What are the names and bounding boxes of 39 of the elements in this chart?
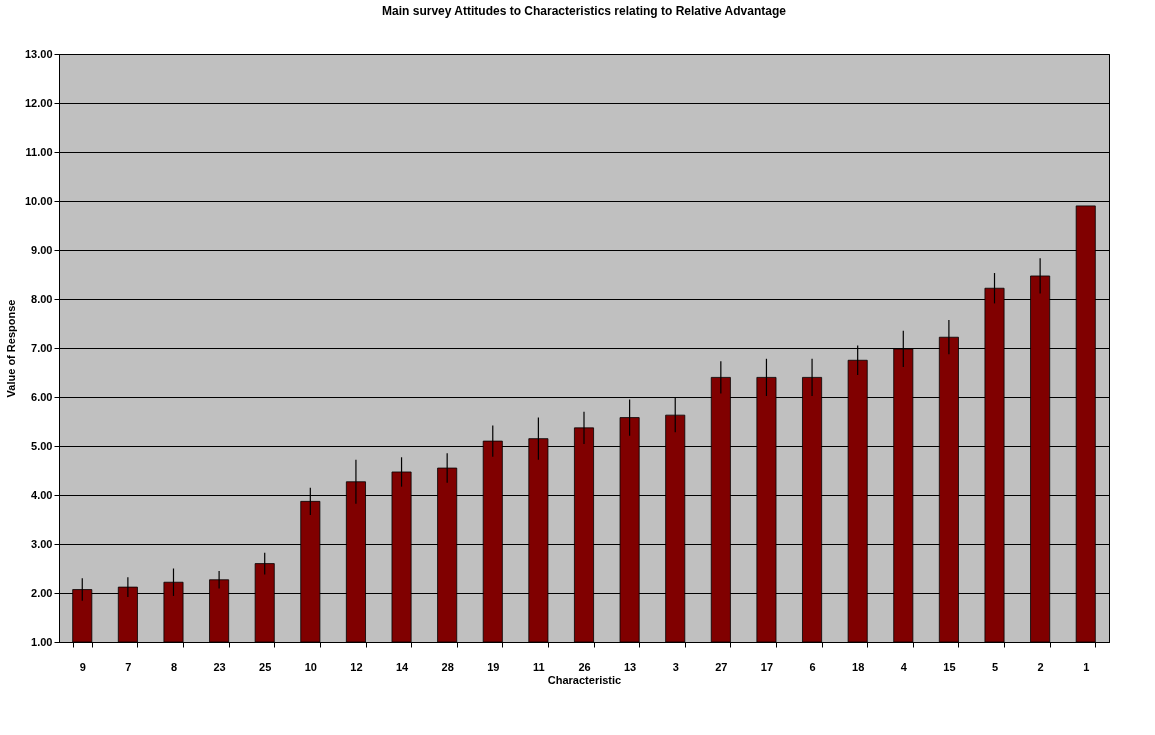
y-tick-label: 1.00 bbox=[31, 635, 53, 648]
x-tick-label: 26 bbox=[578, 660, 591, 673]
x-tick-label: 14 bbox=[395, 660, 410, 673]
x-tick-label: 2 bbox=[1037, 660, 1044, 673]
y-tick-label: 12.00 bbox=[24, 96, 53, 109]
y-tick-label: 11.00 bbox=[25, 145, 53, 158]
x-tick-label: 28 bbox=[441, 660, 454, 673]
y-tick-label: 13.00 bbox=[24, 47, 53, 60]
x-tick-label: 7 bbox=[125, 660, 132, 673]
x-tick-label: 4 bbox=[900, 660, 908, 673]
x-tick-label: 13 bbox=[623, 660, 637, 673]
y-tick-label: 5.00 bbox=[31, 439, 53, 452]
x-tick-label: 10 bbox=[304, 660, 317, 673]
y-tick-label: 7.00 bbox=[31, 341, 53, 354]
x-tick-label: 3 bbox=[672, 660, 679, 673]
y-tick-label: 3.00 bbox=[31, 537, 53, 550]
y-tick-label: 9.00 bbox=[31, 243, 53, 256]
x-tick-label: 9 bbox=[79, 660, 86, 673]
x-tick-label: 17 bbox=[760, 660, 774, 673]
x-tick-label: 8 bbox=[170, 660, 178, 673]
y-tick-label: 2.00 bbox=[31, 586, 53, 599]
y-tick-label: 10.00 bbox=[24, 194, 53, 207]
x-tick-label: 19 bbox=[487, 660, 500, 673]
x-tick-label: 11 bbox=[533, 660, 545, 673]
x-tick-label: 1 bbox=[1083, 660, 1090, 673]
x-axis-title: Characteristic bbox=[547, 673, 622, 686]
x-tick-label: 25 bbox=[259, 660, 272, 673]
y-tick-label: 8.00 bbox=[31, 292, 53, 305]
x-tick-label: 18 bbox=[852, 660, 865, 673]
x-tick-label: 15 bbox=[943, 660, 956, 673]
chart-title: Main survey Attitudes to Characteristics relating to Relative Advantage bbox=[382, 4, 787, 18]
x-tick-label: 12 bbox=[350, 660, 363, 673]
y-tick-label: 4.00 bbox=[31, 488, 53, 501]
x-tick-label: 6 bbox=[809, 660, 816, 673]
y-tick-label: 6.00 bbox=[31, 390, 53, 403]
x-tick-label: 23 bbox=[213, 660, 226, 673]
x-tick-label: 5 bbox=[991, 660, 999, 673]
x-tick-label: 27 bbox=[715, 660, 728, 673]
y-axis-title: Value of Response bbox=[4, 299, 17, 398]
